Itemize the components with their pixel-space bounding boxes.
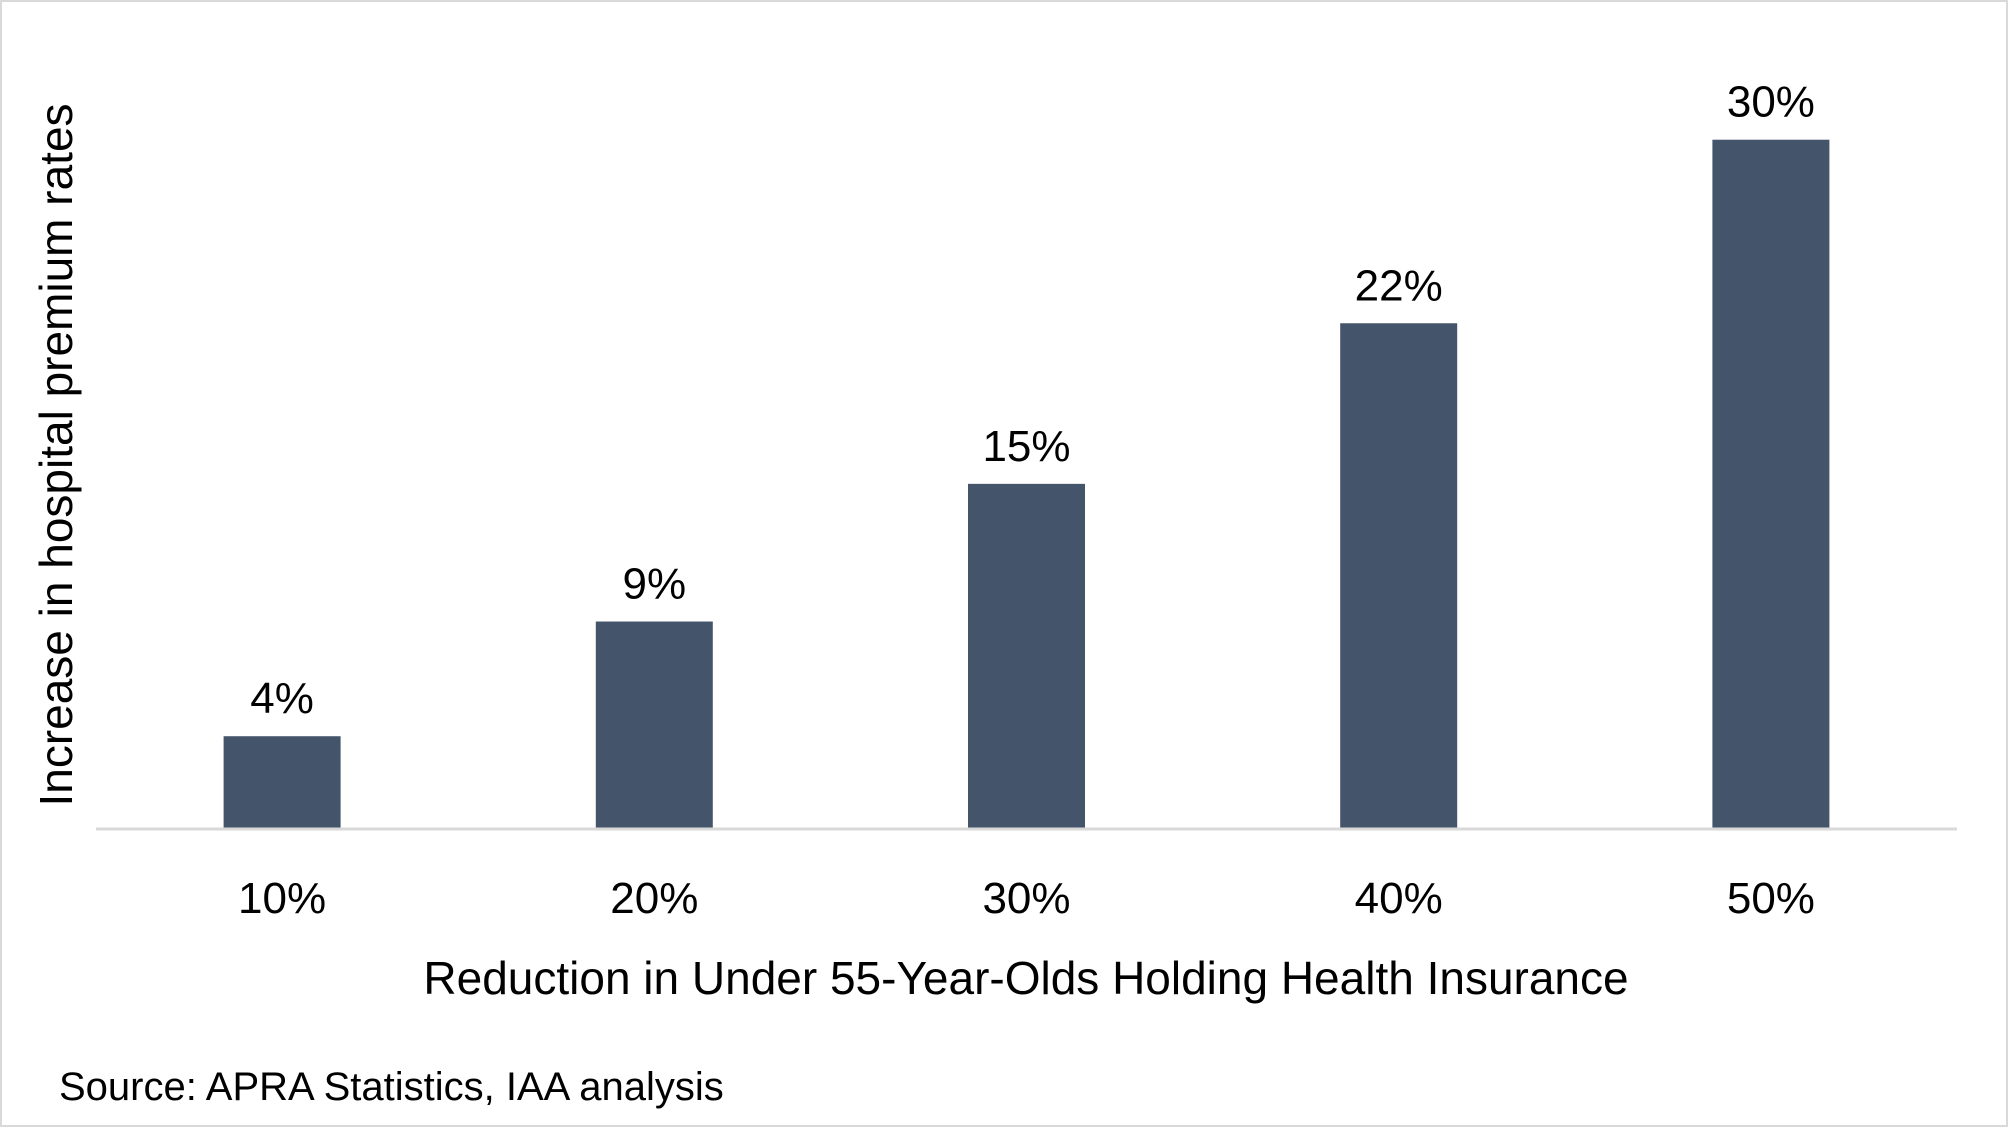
bar-1 <box>595 621 713 828</box>
bar-value-label-0: 4% <box>250 674 314 723</box>
bars-group <box>223 139 1830 828</box>
x-tick-label-2: 30% <box>982 874 1070 923</box>
x-tick-labels-group: 10% 20% 30% 40% 50% <box>238 874 1815 923</box>
bar-4 <box>1712 139 1830 828</box>
bar-value-label-1: 9% <box>623 560 687 609</box>
x-tick-label-0: 10% <box>238 874 326 923</box>
y-axis-label: Increase in hospital premium rates <box>30 103 82 806</box>
x-tick-label-4: 50% <box>1727 874 1815 923</box>
bar-0 <box>223 736 341 828</box>
x-axis-label: Reduction in Under 55-Year-Olds Holding … <box>423 952 1628 1004</box>
x-tick-label-3: 40% <box>1355 874 1443 923</box>
bar-value-label-4: 30% <box>1727 78 1815 127</box>
bar-value-label-3: 22% <box>1355 261 1443 310</box>
bar-2 <box>968 483 1085 828</box>
x-tick-label-1: 20% <box>610 874 698 923</box>
source-note: Source: APRA Statistics, IAA analysis <box>59 1065 724 1109</box>
value-labels-group: 4% 9% 15% 22% 30% <box>250 78 1815 724</box>
bar-value-label-2: 15% <box>982 422 1070 471</box>
bar-3 <box>1340 323 1458 828</box>
